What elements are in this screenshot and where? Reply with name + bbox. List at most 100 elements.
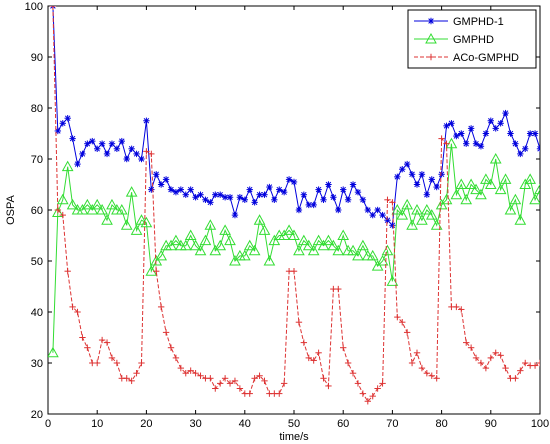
point-gmphd-1-66	[374, 206, 381, 214]
point-gmphd-1-12	[108, 140, 116, 147]
legend-label-gmphd-1: GMPHD-1	[453, 16, 504, 28]
point-gmphd-41	[248, 244, 261, 256]
legend-item-gmphd: GMPHD	[414, 32, 494, 46]
x-tick-label-1: 10	[91, 418, 103, 430]
point-gmphd-82	[450, 188, 463, 200]
point-aco-gmphd-59	[340, 344, 347, 351]
point-gmphd-37	[229, 254, 241, 266]
point-gmphd-36	[224, 234, 236, 246]
point-aco-gmphd-32	[207, 375, 214, 382]
point-gmphd-61	[347, 244, 359, 256]
point-gmphd-1-59	[340, 186, 347, 193]
point-gmphd-1-95	[517, 150, 524, 158]
legend-marker-aco-gmphd	[427, 53, 435, 61]
point-aco-gmphd-46	[276, 390, 283, 397]
point-aco-gmphd-37	[231, 377, 239, 385]
point-aco-gmphd-17	[133, 370, 140, 377]
point-gmphd-9	[91, 198, 104, 210]
point-gmphd-1-23	[162, 176, 170, 183]
series-layer	[48, 6, 540, 405]
point-gmphd-42	[253, 214, 266, 225]
point-gmphd-90	[489, 152, 502, 164]
point-gmphd-15	[120, 219, 133, 230]
point-gmphd-1-92	[502, 109, 509, 117]
series-gmphd-1	[49, 6, 540, 229]
point-gmphd-1-61	[349, 181, 357, 188]
y-tick-label-0: 20	[31, 409, 43, 421]
point-aco-gmphd-49	[290, 268, 298, 275]
x-tick-label-6: 60	[337, 418, 349, 430]
point-gmphd-1-74	[413, 181, 421, 188]
point-gmphd-62	[352, 249, 364, 261]
point-gmphd-49	[288, 229, 300, 240]
point-gmphd-1-62	[354, 188, 362, 196]
point-gmphd-1-55	[320, 196, 327, 203]
point-gmphd-1-25	[172, 188, 180, 196]
point-aco-gmphd-74	[413, 349, 421, 356]
point-gmphd-22	[155, 249, 168, 261]
point-gmphd-1-31	[202, 196, 209, 203]
point-aco-gmphd-3	[64, 268, 71, 275]
point-gmphd-83	[455, 178, 468, 189]
point-gmphd-16	[125, 186, 138, 197]
point-aco-gmphd-25	[172, 354, 180, 362]
point-gmphd-1-50	[295, 206, 303, 214]
point-gmphd-1-49	[290, 178, 298, 186]
point-gmphd-84	[460, 193, 473, 205]
point-gmphd-21	[150, 254, 163, 266]
point-gmphd-19	[140, 216, 153, 228]
point-gmphd-0	[48, 346, 59, 358]
point-aco-gmphd-72	[403, 329, 411, 336]
point-aco-gmphd-90	[492, 349, 499, 356]
point-gmphd-56	[322, 234, 335, 246]
point-gmphd-1-82	[453, 132, 460, 140]
point-aco-gmphd-70	[394, 313, 401, 321]
point-aco-gmphd-12	[108, 354, 116, 362]
point-aco-gmphd-60	[344, 359, 352, 367]
point-aco-gmphd-21	[153, 268, 160, 275]
point-gmphd-29	[189, 239, 202, 251]
point-gmphd-65	[366, 249, 379, 261]
point-gmphd-1-19	[143, 117, 150, 124]
y-tick-label-3: 50	[31, 256, 43, 268]
point-gmphd-1-45	[271, 196, 278, 203]
point-gmphd-17	[130, 224, 143, 235]
x-tick-label-7: 70	[386, 418, 398, 430]
point-gmphd-1-29	[192, 194, 199, 201]
point-aco-gmphd-7	[84, 344, 91, 351]
y-tick-label-5: 70	[31, 154, 43, 166]
point-aco-gmphd-89	[487, 354, 494, 362]
point-gmphd-73	[406, 219, 418, 230]
point-aco-gmphd-34	[217, 380, 224, 387]
legend-marker-gmphd-1	[427, 17, 435, 25]
point-aco-gmphd-16	[128, 377, 135, 385]
point-gmphd-53	[307, 244, 320, 256]
point-aco-gmphd-69	[389, 199, 396, 206]
point-gmphd-92	[499, 173, 512, 184]
point-gmphd-1-54	[315, 186, 322, 193]
point-gmphd-39	[238, 249, 251, 261]
point-gmphd-79	[435, 198, 448, 210]
point-aco-gmphd-18	[138, 359, 145, 367]
point-aco-gmphd-71	[399, 319, 406, 326]
x-tick-label-3: 30	[189, 418, 201, 430]
y-axis-title: OSPA	[5, 194, 17, 224]
point-aco-gmphd-96	[522, 359, 529, 367]
point-gmphd-76	[420, 203, 433, 215]
point-aco-gmphd-38	[236, 385, 244, 392]
point-gmphd-4	[66, 198, 79, 210]
point-aco-gmphd-67	[379, 380, 386, 387]
point-aco-gmphd-62	[354, 380, 362, 387]
y-tick-label-7: 90	[31, 52, 43, 64]
point-aco-gmphd-95	[517, 367, 524, 374]
legend-items: GMPHD-1 GMPHD ACo-GMPHD	[414, 16, 519, 64]
y-tick-label-2: 40	[31, 307, 43, 319]
point-gmphd-1-78	[433, 183, 440, 191]
point-gmphd-1-13	[113, 145, 121, 152]
point-aco-gmphd-77	[428, 372, 435, 379]
y-tick-label-8: 100	[25, 1, 43, 13]
point-aco-gmphd-10	[98, 336, 106, 344]
point-aco-gmphd-9	[94, 359, 101, 367]
point-gmphd-1-41	[251, 199, 258, 206]
point-gmphd-1-57	[330, 194, 337, 201]
